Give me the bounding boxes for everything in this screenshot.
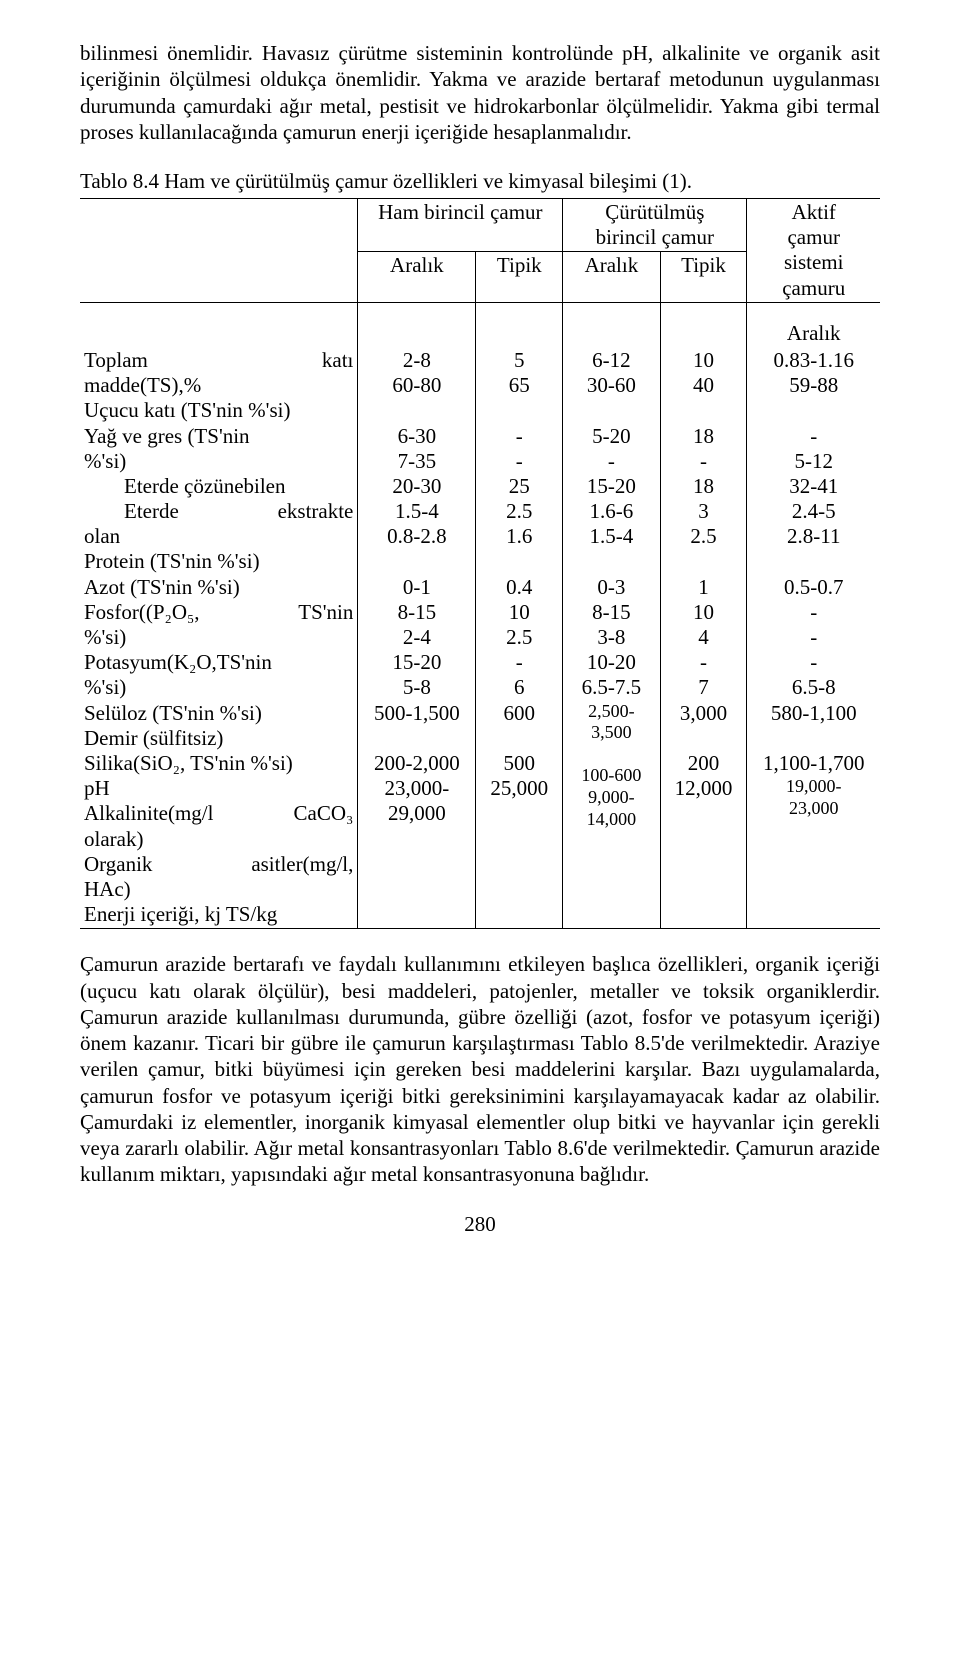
- paragraph-top: bilinmesi önemlidir. Havasız çürütme sis…: [80, 40, 880, 145]
- th-cur-b: birincil çamur: [567, 225, 742, 250]
- col-cur-tipik: 1040 18-18 32.5 1104 -73,000 20012,000: [660, 347, 747, 929]
- th-aralik-3: Aralık: [747, 302, 880, 347]
- col-ham-aralik: 2-860-80 6-307-3520-30 1.5-40.8-2.8 0-18…: [358, 347, 476, 929]
- col-cur-aralik: 6-1230-60 5-20-15-20 1.6-61.5-4 0-38-153…: [563, 347, 660, 929]
- paragraph-bottom: Çamurun arazide bertarafı ve faydalı kul…: [80, 951, 880, 1187]
- row-labels: Toplamkatı madde(TS),% Uçucu katı (TS'ni…: [80, 347, 358, 929]
- col-aktif-aralik: 0.83-1.1659-88 -5-1232-41 2.4-52.8-11 0.…: [747, 347, 880, 929]
- sludge-properties-table: Ham birincil çamur Çürütülmüş birincil ç…: [80, 198, 880, 929]
- th-tipik-1: Tipik: [476, 252, 563, 302]
- th-cur-a: Çürütülmüş: [567, 200, 742, 225]
- th-tipik-2: Tipik: [660, 252, 747, 302]
- th-aktif-d: çamuru: [751, 276, 876, 301]
- page-number: 280: [80, 1212, 880, 1237]
- th-aktif-a: Aktif: [751, 200, 876, 225]
- th-aktif-c: sistemi: [751, 250, 876, 275]
- th-ham: Ham birincil çamur: [358, 199, 563, 252]
- col-ham-tipik: 565 --25 2.51.6 0.4102.5 -6600 50025,000: [476, 347, 563, 929]
- table-caption: Tablo 8.4 Ham ve çürütülmüş çamur özelli…: [80, 169, 880, 194]
- th-aralik-1: Aralık: [358, 252, 476, 302]
- th-aktif-b: çamur: [751, 225, 876, 250]
- th-aralik-2: Aralık: [563, 252, 660, 302]
